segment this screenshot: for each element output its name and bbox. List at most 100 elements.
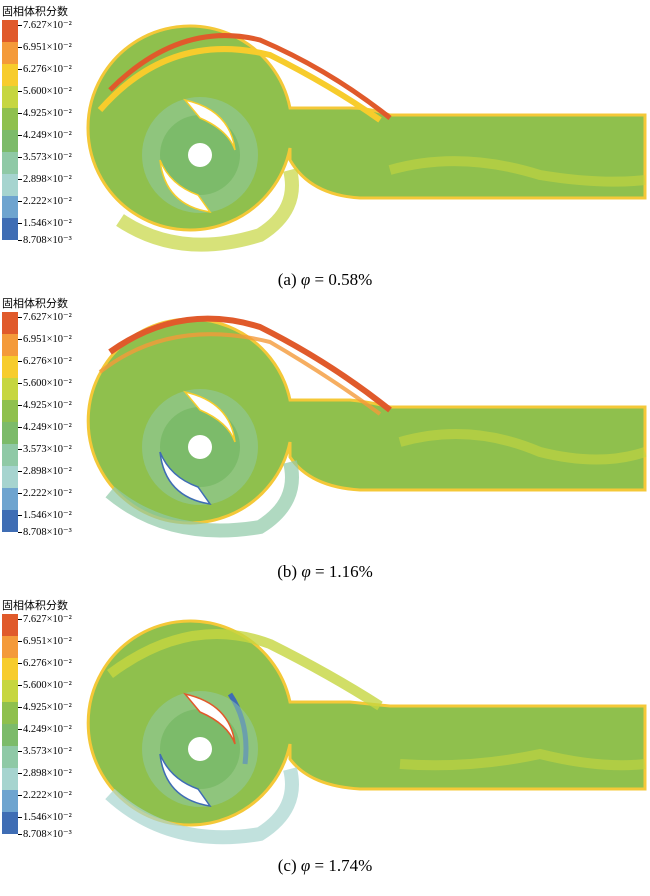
- legend-value: 2.222×10⁻²: [18, 784, 72, 806]
- contour-plot-c: [86, 619, 647, 845]
- legend-swatch: [2, 174, 18, 196]
- legend-value: 7.627×10⁻²: [18, 306, 72, 328]
- color-bar: [2, 614, 18, 834]
- legend-value: 1.546×10⁻²: [18, 806, 72, 828]
- caption-b: (b) φ = 1.16%: [277, 562, 373, 581]
- panel-c: 固相体积分数 7.627×10⁻² 6.951×10⁻² 6.276×10⁻² 5.6…: [0, 594, 650, 896]
- legend-swatch: [2, 356, 18, 378]
- legend-swatch: [2, 636, 18, 658]
- legend-value: 8.708×10⁻³: [18, 526, 72, 538]
- volute-yellow-band-c: [107, 629, 383, 711]
- legend-value: 5.600×10⁻²: [18, 372, 72, 394]
- legend-value: 2.898×10⁻²: [18, 168, 72, 190]
- legend-swatch: [2, 702, 18, 724]
- legend-swatch: [2, 444, 18, 466]
- legend-value: 6.276×10⁻²: [18, 652, 72, 674]
- light-zone-b: [105, 460, 299, 538]
- legend-value: 2.898×10⁻²: [18, 460, 72, 482]
- panel-a: 固相体积分数 7.627×10⁻² 6.951×10⁻² 6.276×10⁻² 5.6…: [0, 0, 650, 292]
- light-zone-c: [105, 767, 299, 845]
- legend-value: 3.573×10⁻²: [18, 438, 72, 460]
- legend-labels: 7.627×10⁻² 6.951×10⁻² 6.276×10⁻² 5.600×10⁻²…: [18, 306, 72, 538]
- blade-2-a: [159, 159, 212, 214]
- legend-swatch: [2, 334, 18, 356]
- legend-swatch: [2, 130, 18, 152]
- legend-value: 4.925×10⁻²: [18, 394, 72, 416]
- legend-swatch: [2, 488, 18, 510]
- caption-a: (a) φ = 0.58%: [277, 270, 373, 289]
- legend-value: 6.951×10⁻²: [18, 36, 72, 58]
- legend-value: 7.627×10⁻²: [18, 14, 72, 36]
- legend-value: 2.222×10⁻²: [18, 482, 72, 504]
- volute-hot-edge-b: [108, 315, 392, 413]
- blade-1-c: [183, 692, 236, 745]
- legend-title: 固相体积分数: [2, 599, 68, 612]
- legend-value: 4.249×10⁻²: [18, 124, 72, 146]
- legend-value: 6.951×10⁻²: [18, 630, 72, 652]
- legend-swatch: [2, 422, 18, 444]
- legend-swatch: [2, 680, 18, 702]
- outlet-light-c: [399, 748, 646, 771]
- legend-value: 7.627×10⁻²: [18, 608, 72, 630]
- legend-value: 2.222×10⁻²: [18, 190, 72, 212]
- legend-value: 6.951×10⁻²: [18, 328, 72, 350]
- legend-value: 4.249×10⁻²: [18, 416, 72, 438]
- outlet-light-a: [388, 156, 646, 187]
- legend-value: 6.276×10⁻²: [18, 350, 72, 372]
- legend-swatch: [2, 218, 18, 240]
- volute-yellow-band-b: [98, 332, 382, 416]
- legend-b: 固相体积分数 7.627×10⁻² 6.951×10⁻² 6.276×10⁻² 5.6…: [2, 297, 72, 538]
- contour-plot-b: [86, 315, 647, 538]
- legend-swatch: [2, 86, 18, 108]
- legend-value: 1.546×10⁻²: [18, 212, 72, 234]
- legend-value: 8.708×10⁻³: [18, 234, 72, 246]
- caption-c: (c) φ = 1.74%: [277, 856, 373, 875]
- legend-value: 4.925×10⁻²: [18, 696, 72, 718]
- legend-c: 固相体积分数 7.627×10⁻² 6.951×10⁻² 6.276×10⁻² 5.6…: [2, 599, 72, 840]
- legend-swatch: [2, 64, 18, 86]
- hub-a: [188, 143, 212, 167]
- legend-swatch: [2, 658, 18, 680]
- legend-value: 6.276×10⁻²: [18, 58, 72, 80]
- legend-title: 固相体积分数: [2, 5, 68, 18]
- legend-labels: 7.627×10⁻² 6.951×10⁻² 6.276×10⁻² 5.600×10⁻²…: [18, 608, 72, 840]
- legend-swatch: [2, 108, 18, 130]
- outlet-light-b: [398, 429, 647, 465]
- legend-value: 2.898×10⁻²: [18, 762, 72, 784]
- color-bar: [2, 20, 18, 240]
- blade-2-c: [159, 753, 212, 808]
- hub-c: [188, 737, 212, 761]
- legend-value: 5.600×10⁻²: [18, 80, 72, 102]
- legend-swatch: [2, 614, 18, 636]
- legend-value: 5.600×10⁻²: [18, 674, 72, 696]
- panel-b: 固相体积分数 7.627×10⁻² 6.951×10⁻² 6.276×10⁻² 5.6…: [0, 292, 650, 594]
- legend-a: 固相体积分数 7.627×10⁻² 6.951×10⁻² 6.276×10⁻² 5.6…: [2, 5, 72, 246]
- blade-2-b: [159, 451, 212, 506]
- legend-swatch: [2, 768, 18, 790]
- color-bar: [2, 312, 18, 532]
- legend-value: 4.249×10⁻²: [18, 718, 72, 740]
- legend-value: 3.573×10⁻²: [18, 146, 72, 168]
- legend-value: 1.546×10⁻²: [18, 504, 72, 526]
- legend-swatch: [2, 746, 18, 768]
- legend-swatch: [2, 378, 18, 400]
- volute-yellow-band-a: [97, 46, 382, 123]
- contour-plot-a: [86, 24, 647, 252]
- legend-swatch: [2, 724, 18, 746]
- legend-swatch: [2, 466, 18, 488]
- legend-labels: 7.627×10⁻² 6.951×10⁻² 6.276×10⁻² 5.600×10⁻²…: [18, 14, 72, 246]
- legend-swatch: [2, 152, 18, 174]
- legend-swatch: [2, 20, 18, 42]
- legend-value: 4.925×10⁻²: [18, 102, 72, 124]
- blade-1-a: [183, 98, 236, 151]
- light-zone-a: [116, 168, 299, 252]
- legend-swatch: [2, 790, 18, 812]
- legend-swatch: [2, 312, 18, 334]
- legend-swatch: [2, 510, 18, 532]
- hub-b: [188, 435, 212, 459]
- legend-title: 固相体积分数: [2, 297, 68, 310]
- blade-1-b: [183, 390, 236, 443]
- legend-swatch: [2, 196, 18, 218]
- legend-value: 8.708×10⁻³: [18, 828, 72, 840]
- legend-swatch: [2, 42, 18, 64]
